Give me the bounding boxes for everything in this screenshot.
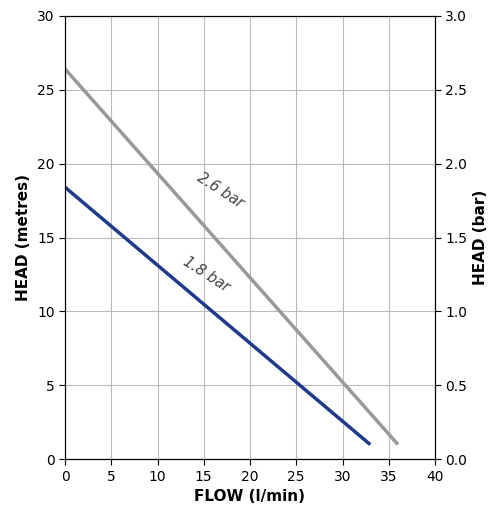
Y-axis label: HEAD (bar): HEAD (bar) <box>473 190 488 285</box>
Text: 1.8 bar: 1.8 bar <box>180 254 233 295</box>
Text: 2.6 bar: 2.6 bar <box>194 170 246 211</box>
Y-axis label: HEAD (metres): HEAD (metres) <box>16 174 32 301</box>
X-axis label: FLOW (l/min): FLOW (l/min) <box>194 489 306 504</box>
